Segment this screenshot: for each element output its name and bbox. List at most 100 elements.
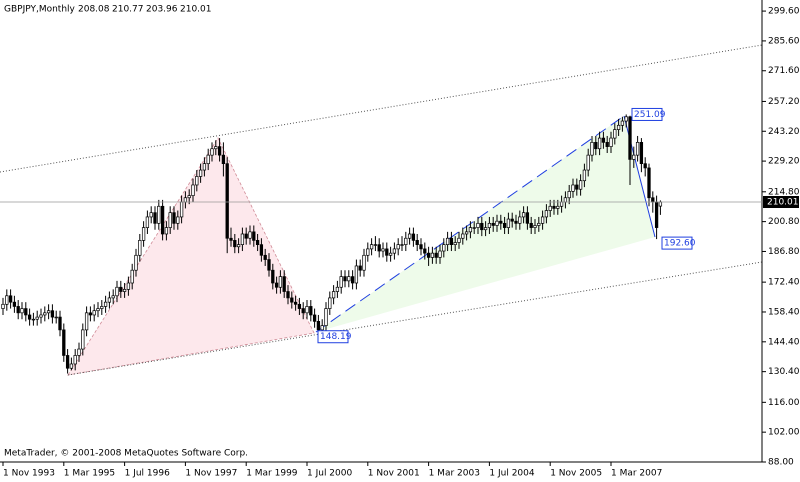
y-tick-label: 229.20: [768, 157, 800, 167]
candle-body: [77, 348, 81, 356]
candle-body: [404, 237, 408, 245]
candle-body: [267, 259, 271, 271]
candle-body: [373, 244, 378, 246]
candle-body: [464, 231, 469, 235]
y-tick-label: 144.40: [768, 337, 800, 347]
candle-body: [12, 301, 17, 307]
candle-body: [392, 248, 397, 254]
candle-body: [407, 233, 412, 239]
candle-body: [290, 297, 294, 303]
candle-body: [312, 314, 317, 322]
candle-body: [442, 244, 446, 252]
candle-body: [385, 248, 389, 256]
candle-body: [354, 265, 359, 284]
candle-body: [339, 276, 343, 288]
candle-body: [88, 312, 93, 316]
candle-body: [567, 191, 571, 199]
candle-body: [571, 184, 575, 192]
candle-body: [347, 276, 351, 282]
candle-body: [293, 301, 298, 305]
candle-body: [445, 237, 450, 245]
candle-body: [643, 163, 647, 169]
candle-body: [252, 231, 256, 241]
candle-body: [54, 316, 58, 319]
channel-lower: [67, 261, 763, 376]
candle-body: [160, 205, 165, 235]
candle-body: [305, 306, 309, 314]
candle-body: [487, 222, 492, 228]
candle-body: [639, 142, 644, 165]
price-box: [763, 195, 799, 208]
candle-body: [301, 308, 305, 314]
candle-body: [453, 242, 457, 245]
candle-body: [491, 222, 495, 226]
candle-body: [381, 248, 385, 252]
candle-body: [263, 254, 267, 260]
candle-body: [350, 276, 355, 284]
y-tick-label: 130.40: [768, 367, 800, 377]
candle-body: [16, 306, 20, 314]
candle-body: [362, 254, 366, 271]
x-tick-label: 1 Nov 1997: [185, 469, 237, 479]
candle-body: [46, 310, 51, 314]
candle-body: [84, 312, 89, 331]
candle-body: [411, 233, 416, 241]
candle-body: [377, 244, 381, 252]
candle-body: [58, 316, 62, 331]
x-tick-label: 1 Jul 1996: [125, 469, 170, 479]
candle-body: [309, 306, 313, 316]
y-tick-label: 88.00: [768, 458, 794, 468]
candle-body: [282, 276, 286, 292]
y-tick-label: 186.80: [768, 247, 800, 257]
candle-body: [122, 289, 127, 292]
candle-body: [552, 205, 556, 209]
candle-body: [119, 286, 123, 292]
annotation-box: [661, 236, 693, 250]
candle-body: [297, 303, 302, 309]
candle-body: [157, 205, 161, 224]
candle-body: [438, 250, 442, 258]
candle-body: [533, 225, 537, 228]
candle-body: [575, 184, 579, 190]
candle-body: [616, 124, 621, 130]
candle-body: [259, 244, 264, 256]
x-tick-label: 1 Nov 2001: [368, 469, 420, 479]
candle-body: [172, 212, 176, 224]
candle-body: [556, 205, 560, 209]
candle-body: [236, 244, 241, 248]
x-tick-label: 1 Jul 2004: [489, 469, 534, 479]
candle-body: [206, 154, 210, 165]
candle-body: [27, 314, 32, 320]
x-tick-label: 1 Mar 2007: [611, 469, 662, 479]
chart-title: GBPJPY,Monthly: [4, 5, 76, 15]
candle-body: [324, 308, 328, 326]
candle-body: [320, 325, 324, 331]
candle-body: [537, 222, 541, 226]
candle-body: [514, 220, 518, 224]
y-tick-label: 116.00: [768, 398, 800, 408]
candle-body: [472, 227, 476, 229]
candle-body: [50, 310, 55, 318]
candle-body: [499, 220, 503, 224]
candle-body: [654, 201, 659, 228]
candle-body: [153, 212, 157, 224]
annotation-label: 148.19: [320, 332, 352, 342]
x-tick-label: 1 Nov 2005: [550, 469, 602, 479]
candle-body: [214, 146, 218, 150]
y-tick-label: 158.40: [768, 307, 800, 317]
candle-body: [544, 210, 549, 218]
candle-body: [328, 297, 332, 309]
candle-body: [343, 276, 347, 282]
candle-body: [39, 314, 43, 318]
candle-body: [183, 197, 188, 203]
candle-body: [620, 120, 625, 126]
y-tick-label: 214.80: [768, 187, 800, 197]
candle-body: [65, 355, 70, 369]
candle-body: [468, 227, 473, 233]
candle-body: [540, 216, 545, 224]
candle-body: [20, 308, 24, 314]
candle-body: [221, 154, 226, 165]
candle-body: [198, 169, 203, 177]
candle-body: [130, 269, 134, 284]
y-tick-label: 257.20: [768, 97, 800, 107]
